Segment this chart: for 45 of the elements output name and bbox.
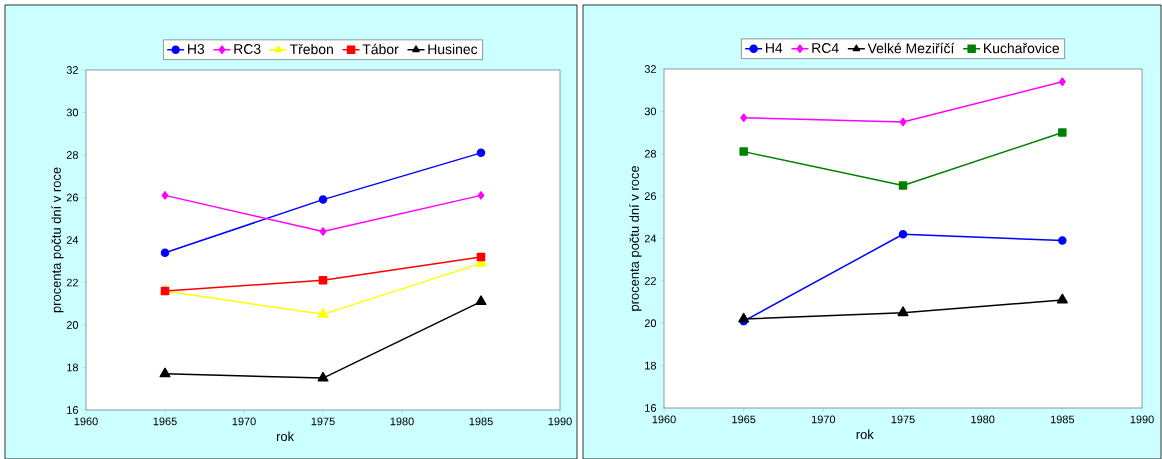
legend-label: RC4 [812, 42, 839, 53]
x-tick-label: 1960 [74, 417, 98, 426]
x-axis-title: rok [276, 431, 295, 441]
legend-label: RC3 [234, 43, 261, 54]
y-tick-label: 28 [66, 150, 78, 159]
x-tick-label: 1990 [548, 417, 572, 426]
y-tick-label: 16 [645, 403, 657, 412]
y-tick-label: 20 [644, 319, 657, 327]
legend-label: Husinec [428, 43, 478, 54]
y-tick-label: 30 [66, 108, 79, 117]
y-tick-label: 24 [644, 234, 657, 243]
x-tick-label: 1970 [232, 417, 256, 426]
y-tick-label: 26 [66, 193, 78, 202]
y-tick-label: 18 [67, 363, 78, 372]
x-tick-label: 1990 [1130, 415, 1154, 424]
y-tick-label: 28 [644, 149, 657, 158]
x-tick-label: 1965 [153, 417, 177, 426]
legend-label: H3 [188, 43, 205, 54]
legend-label: Kuchařovice [984, 42, 1060, 54]
x-tick-label: 1985 [469, 417, 493, 426]
x-tick-label: 1980 [971, 415, 995, 424]
legend-label: Tábor [362, 43, 399, 55]
y-tick-label: 26 [644, 192, 657, 200]
x-axis-title: rok [856, 429, 874, 439]
y-tick-label: 32 [66, 65, 78, 74]
x-tick-label: 1970 [811, 415, 836, 424]
y-tick-label: 32 [644, 64, 656, 73]
y-tick-label: 18 [645, 361, 657, 370]
y-tick-label: 20 [66, 320, 79, 329]
legend-label: Velké Meziříčí [867, 42, 955, 54]
y-tick-label: 16 [67, 405, 78, 414]
y-tick-label: 22 [644, 276, 656, 285]
x-tick-label: 1960 [652, 415, 676, 424]
y-tick-label: 24 [66, 235, 79, 244]
y-tick-label: 22 [66, 278, 78, 287]
x-tick-label: 1975 [891, 415, 915, 424]
legend-label: H4 [766, 43, 783, 53]
x-tick-label: 1965 [732, 415, 756, 424]
legend-label: Třebon [289, 43, 333, 54]
y-axis-title: procenta počtu dní v roce [51, 167, 64, 313]
y-axis-title: procenta počtu dní v roce [629, 165, 642, 311]
x-tick-label: 1985 [1050, 415, 1075, 424]
x-tick-label: 1980 [390, 417, 414, 426]
x-tick-label: 1975 [311, 417, 335, 426]
y-tick-label: 30 [644, 107, 657, 116]
